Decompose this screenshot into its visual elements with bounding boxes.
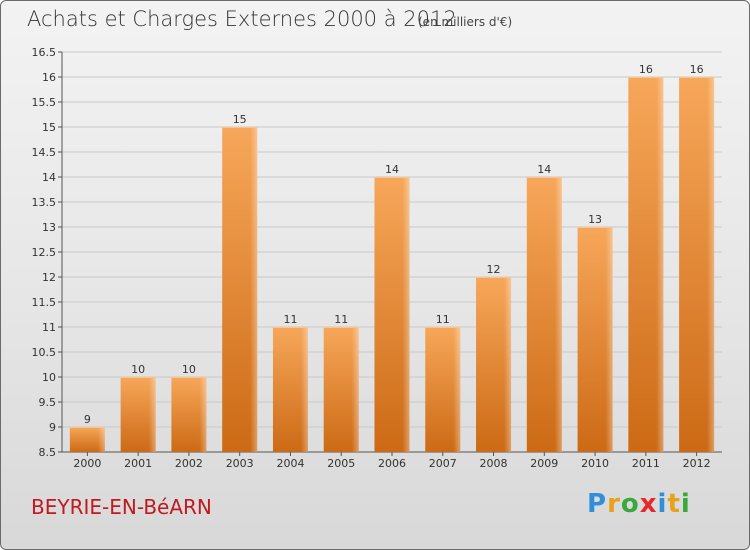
bar-shine bbox=[323, 327, 359, 452]
bar-shine bbox=[679, 77, 715, 452]
bar-shine bbox=[374, 177, 410, 452]
x-tick-label: 2011 bbox=[632, 457, 660, 470]
logo-letter: r bbox=[607, 489, 621, 519]
y-tick-label: 11 bbox=[42, 321, 56, 334]
logo-letter: i bbox=[657, 489, 668, 519]
x-tick-label: 2000 bbox=[73, 457, 101, 470]
bar-shine bbox=[526, 177, 562, 452]
bar-shine bbox=[69, 427, 105, 452]
y-tick-label: 9.5 bbox=[39, 396, 57, 409]
logo-letter: i bbox=[680, 489, 691, 519]
data-label: 14 bbox=[537, 163, 551, 176]
y-tick-label: 14.5 bbox=[32, 146, 57, 159]
y-tick-label: 10.5 bbox=[32, 346, 57, 359]
axes: 8.5 9 9.5 10 10.5 11 11.5 12 12.5 13 13.5 14 14.5 15 1… bbox=[32, 46, 722, 470]
bar-shine bbox=[425, 327, 461, 452]
bar-shine bbox=[577, 227, 613, 452]
commune-name: BEYRIE-EN-BéARN bbox=[31, 495, 212, 519]
y-tick-label: 16 bbox=[42, 71, 56, 84]
bar-shine bbox=[222, 127, 258, 452]
x-tick-label: 2010 bbox=[581, 457, 609, 470]
x-tick-label: 2012 bbox=[683, 457, 711, 470]
proxiti-logo: Proxiti bbox=[587, 489, 691, 519]
data-labels: 9 10 10 15 11 11 14 11 12 14 13 16 16 bbox=[84, 63, 704, 426]
data-label: 16 bbox=[690, 63, 704, 76]
data-label: 11 bbox=[334, 313, 348, 326]
y-tick-label: 14 bbox=[42, 171, 56, 184]
data-label: 12 bbox=[487, 263, 501, 276]
x-tick-label: 2002 bbox=[175, 457, 203, 470]
bar-shine bbox=[628, 77, 664, 452]
data-label: 11 bbox=[283, 313, 297, 326]
x-tick-label: 2004 bbox=[276, 457, 304, 470]
logo-letter: P bbox=[587, 489, 608, 519]
data-label: 10 bbox=[182, 363, 196, 376]
y-tick-label: 15.5 bbox=[32, 96, 57, 109]
bar-shine bbox=[120, 377, 156, 452]
y-tick-label: 12.5 bbox=[32, 246, 57, 259]
logo-letter: x bbox=[639, 489, 658, 519]
y-tick-label: 13.5 bbox=[32, 196, 57, 209]
y-tick-label: 8.5 bbox=[39, 446, 57, 459]
data-label: 14 bbox=[385, 163, 399, 176]
y-tick-label: 16.5 bbox=[32, 46, 57, 59]
data-label: 16 bbox=[639, 63, 653, 76]
chart-subtitle: (en milliers d'€) bbox=[418, 15, 513, 29]
y-tick-label: 11.5 bbox=[32, 296, 57, 309]
logo-letter: t bbox=[667, 489, 681, 519]
x-tick-label: 2008 bbox=[480, 457, 508, 470]
data-label: 11 bbox=[436, 313, 450, 326]
data-label: 10 bbox=[131, 363, 145, 376]
y-tick-label: 13 bbox=[42, 221, 56, 234]
data-label: 15 bbox=[233, 113, 247, 126]
x-tick-label: 2001 bbox=[124, 457, 152, 470]
bar-shine bbox=[476, 277, 512, 452]
bar-shine bbox=[272, 327, 308, 452]
data-label: 13 bbox=[588, 213, 602, 226]
x-tick-label: 2006 bbox=[378, 457, 406, 470]
x-tick-label: 2009 bbox=[530, 457, 558, 470]
x-tick-label: 2007 bbox=[429, 457, 457, 470]
y-tick-label: 12 bbox=[42, 271, 56, 284]
logo-letter: o bbox=[620, 489, 640, 519]
bar-shine bbox=[171, 377, 207, 452]
y-tick-label: 9 bbox=[49, 421, 56, 434]
bars bbox=[69, 77, 715, 452]
x-tick-label: 2005 bbox=[327, 457, 355, 470]
x-tick-label: 2003 bbox=[226, 457, 254, 470]
y-tick-label: 10 bbox=[42, 371, 56, 384]
data-label: 9 bbox=[84, 413, 91, 426]
chart-title: Achats et Charges Externes 2000 à 2012 bbox=[27, 7, 457, 31]
y-tick-label: 15 bbox=[42, 121, 56, 134]
